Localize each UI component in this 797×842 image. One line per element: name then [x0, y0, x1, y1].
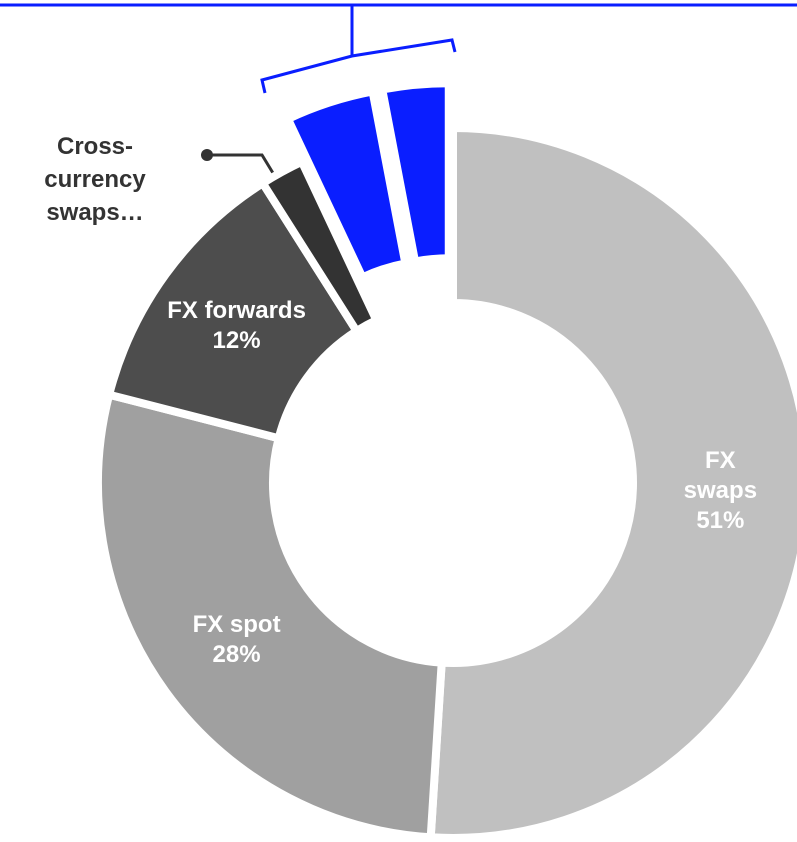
- slice-label: FX spot 28%: [193, 610, 281, 670]
- slices: [94, 79, 797, 842]
- category: FX forwards: [167, 296, 306, 324]
- cross-currency-label: Cross-currency swaps…: [44, 133, 146, 226]
- value-label: 28%: [212, 641, 261, 669]
- slice: [104, 177, 363, 444]
- slice: [426, 123, 797, 842]
- slice-label: FX forwards 12%: [167, 296, 306, 356]
- slice-label: FX swaps 51%: [682, 446, 759, 536]
- value-label: 51%: [696, 507, 745, 535]
- category: FX spot: [192, 611, 281, 639]
- value-label: 12%: [212, 326, 261, 354]
- category: FX swaps: [683, 447, 758, 505]
- slice: [257, 156, 382, 337]
- leader-dot: [201, 149, 213, 161]
- slice: [94, 389, 446, 842]
- slice: [377, 79, 453, 267]
- leader-line: [207, 153, 278, 179]
- slice: [282, 86, 411, 283]
